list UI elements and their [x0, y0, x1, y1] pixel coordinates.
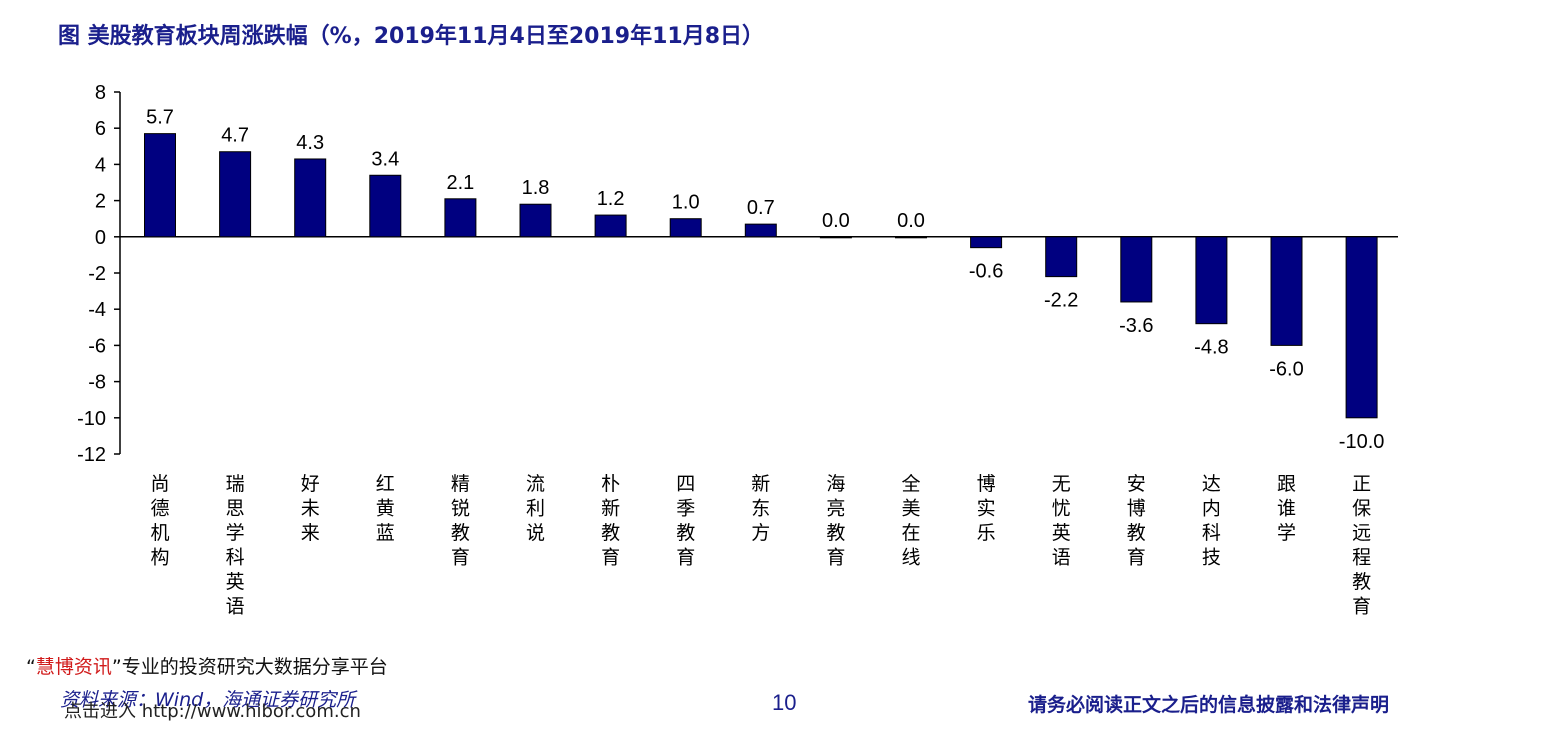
category-label: 四季教育: [676, 473, 695, 569]
category-label: 正保远程教育: [1352, 473, 1371, 618]
data-label: 2.1: [446, 172, 474, 194]
data-label: 4.3: [296, 132, 324, 154]
category-label: 红黄蓝: [376, 473, 395, 544]
bar: [744, 223, 777, 238]
category-label: 好未来: [301, 473, 320, 544]
category-label: 新东方: [751, 473, 770, 544]
y-tick-label: 8: [95, 82, 106, 104]
data-label: 1.2: [597, 188, 625, 210]
category-label: 跟谁学: [1277, 473, 1296, 544]
page-number: 10: [772, 690, 797, 715]
y-tick-label: 2: [95, 191, 106, 213]
bar: [970, 236, 1003, 249]
watermark-quote-open: “: [26, 656, 36, 678]
site-link[interactable]: 点击进入 http://www.hibor.com.cn: [64, 701, 361, 722]
category-label: 全美在线: [901, 473, 920, 569]
bar: [1195, 236, 1228, 325]
data-label: 0.0: [897, 210, 925, 232]
category-label: 博实乐: [977, 473, 996, 544]
chart-title: 图 美股教育板块周涨跌幅（%，2019年11月4日至2019年11月8日）: [58, 24, 765, 49]
y-tick-label: -8: [88, 372, 106, 394]
y-tick-label: 4: [95, 154, 106, 176]
category-label: 流利说: [526, 473, 545, 544]
data-label: 4.7: [221, 125, 249, 147]
category-label: 朴新教育: [601, 473, 620, 569]
data-label: 5.7: [146, 107, 174, 129]
y-tick-label: 6: [95, 118, 106, 140]
bar: [519, 203, 552, 238]
data-label: 0.7: [747, 197, 775, 219]
category-label: 安博教育: [1127, 473, 1146, 569]
data-label: -3.6: [1119, 315, 1153, 337]
data-label: 0.0: [822, 210, 850, 232]
y-tick-label: -4: [88, 299, 106, 321]
y-tick-label: -2: [88, 263, 106, 285]
labels-group: 5.7 尚德机构 4.7 瑞思学科英语 4.3 好未来 3.4 红黄蓝 2.1 精锐教育 1.8 流利…: [146, 107, 1384, 618]
watermark-rest: ”专业的投资研究大数据分享平台: [111, 656, 388, 678]
bar: [1120, 236, 1153, 303]
bars-group: [144, 133, 1378, 419]
data-label: -2.2: [1044, 290, 1078, 312]
data-label: 3.4: [371, 148, 399, 170]
y-tick-label: -12: [77, 444, 106, 466]
disclaimer: 请务必阅读正文之后的信息披露和法律声明: [1028, 694, 1390, 716]
data-label: -6.0: [1269, 358, 1303, 380]
category-label: 达内科技: [1202, 473, 1221, 569]
data-label: 1.0: [672, 192, 700, 214]
category-label: 尚德机构: [150, 473, 169, 569]
data-label: 1.8: [522, 177, 550, 199]
y-tick-label: 0: [95, 227, 106, 249]
watermark-brand[interactable]: 慧博资讯: [35, 656, 112, 678]
bar: [219, 151, 252, 238]
bar: [594, 214, 627, 238]
data-label: -10.0: [1339, 431, 1385, 453]
bar: [1345, 236, 1378, 419]
bar: [444, 198, 477, 238]
category-label: 海亮教育: [826, 473, 845, 569]
bar: [294, 158, 327, 238]
bar: [1045, 236, 1078, 278]
data-label: -4.8: [1194, 337, 1228, 359]
bar: [669, 218, 702, 238]
bar: [144, 133, 176, 238]
y-tick-label: -6: [88, 335, 106, 357]
bar: [369, 174, 402, 238]
category-label: 瑞思学科英语: [226, 473, 245, 618]
source-note: 资料来源：Wind，海通证券研究所: [60, 689, 356, 711]
data-label: -0.6: [969, 261, 1003, 283]
bar-chart: 8 6 4 2 0 -2 -4 -6 -8 -10 -12 5.7 尚德机构 4.7 瑞思学科英语 4.3 好…: [77, 82, 1398, 618]
bar: [895, 236, 927, 239]
category-label: 精锐教育: [451, 473, 470, 569]
watermark-text: “慧博资讯”专业的投资研究大数据分享平台: [26, 652, 388, 679]
bar: [1270, 236, 1303, 346]
y-tick-label: -10: [77, 408, 106, 430]
category-label: 无忧英语: [1052, 473, 1071, 569]
bar: [819, 236, 852, 239]
